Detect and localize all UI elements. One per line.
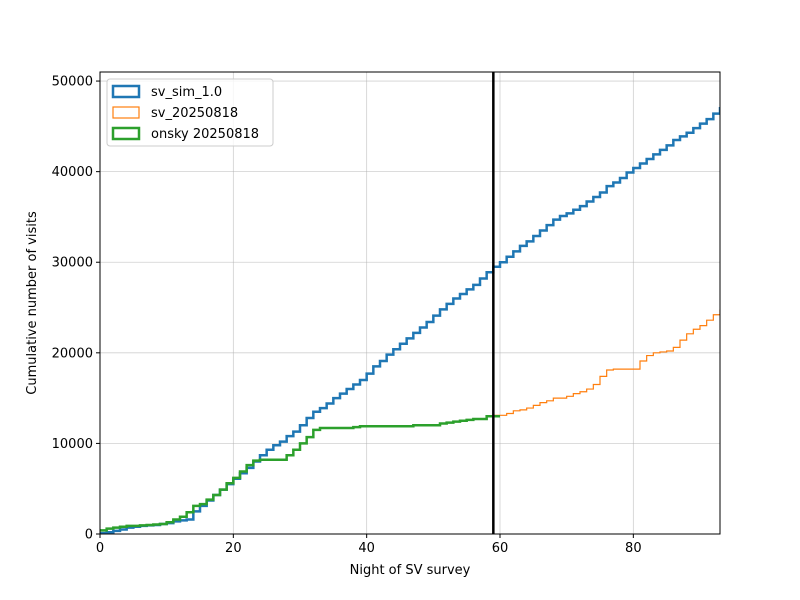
x-tick-label: 0 [96,541,104,556]
legend-label-0: sv_sim_1.0 [151,85,222,100]
legend-label-2: onsky 20250818 [151,127,259,142]
y-tick-label: 20000 [52,346,93,361]
y-tick-label: 10000 [52,437,93,452]
x-tick-label: 40 [358,541,375,556]
x-axis-ticks: 0 20 40 60 80 [96,534,642,556]
legend-swatch-2 [111,126,141,141]
plot-background [100,72,720,534]
y-tick-label: 0 [85,528,93,543]
legend-box [106,78,274,147]
series-line-1 [493,309,720,416]
y-tick-label: 30000 [52,256,93,271]
x-axis-label: Night of SV survey [350,563,471,578]
series-line-2 [100,414,500,532]
legend-swatch-0 [111,84,141,99]
x-tick-label: 60 [492,541,509,556]
y-axis-label: Cumulative number of visits [25,211,40,395]
y-axis-ticks: 0 10000 20000 30000 40000 50000 [52,75,100,543]
legend-swatch-1 [112,106,140,119]
plot-frame [99,71,721,535]
y-tick-label: 40000 [52,165,93,180]
x-tick-label: 20 [225,541,242,556]
plot-area [100,72,720,534]
series-lines [100,106,720,534]
grid-lines [99,72,720,535]
y-tick-label: 50000 [52,75,93,90]
legend-label-1: sv_20250818 [151,106,238,121]
x-tick-label: 80 [625,541,642,556]
